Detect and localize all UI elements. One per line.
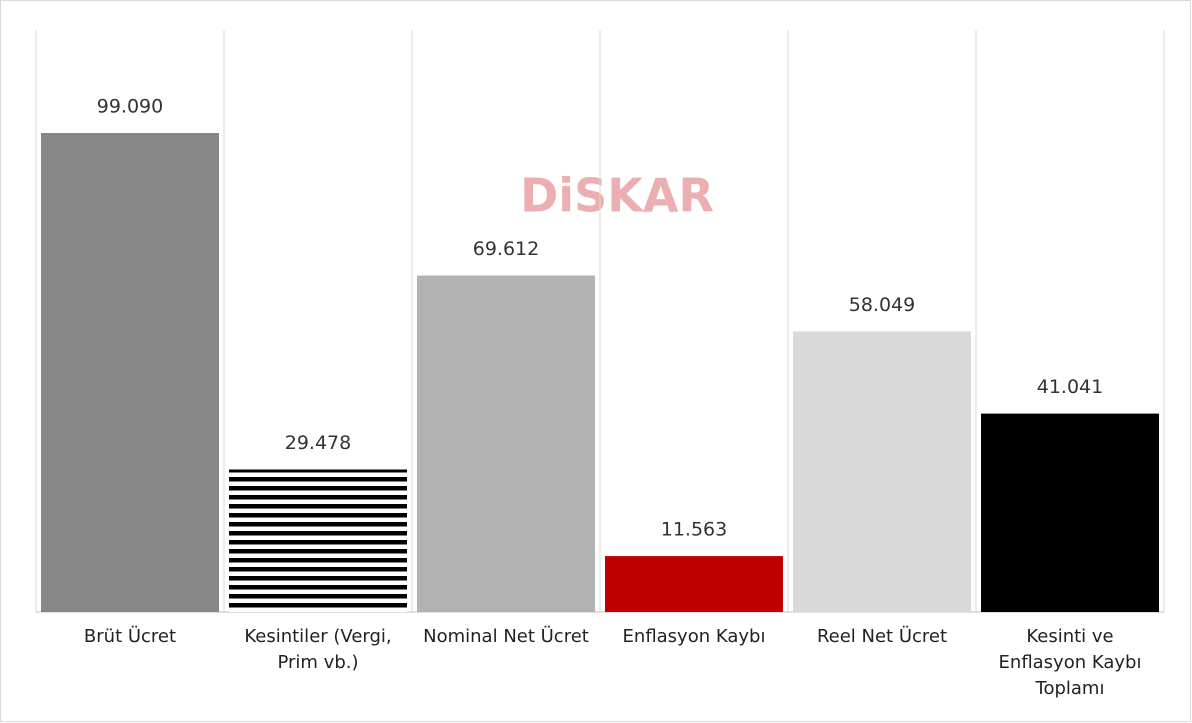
x-tick-label: Reel Net Ücret [816, 626, 948, 647]
bar [417, 275, 595, 612]
bar [229, 469, 407, 612]
bar [981, 413, 1159, 612]
bar [793, 331, 971, 612]
bar [41, 133, 219, 612]
value-label: 29.478 [285, 432, 351, 454]
value-label: 41.041 [1037, 376, 1103, 398]
x-tick-label: Kesinti ve Enflasyon Kaybı Toplamı [998, 626, 1142, 699]
value-label: 58.049 [849, 294, 915, 316]
watermark: DiSKAR [520, 169, 714, 223]
value-label: 99.090 [97, 96, 163, 118]
value-label: 11.563 [661, 519, 727, 541]
x-tick-label: Nominal Net Ücret [423, 626, 589, 647]
bar [605, 556, 783, 612]
x-tick-label: Brüt Ücret [83, 626, 177, 647]
value-label: 69.612 [473, 238, 539, 260]
x-tick-label: Kesintiler (Vergi, Prim vb.) [244, 626, 392, 673]
x-tick-label: Enflasyon Kaybı [622, 626, 766, 647]
